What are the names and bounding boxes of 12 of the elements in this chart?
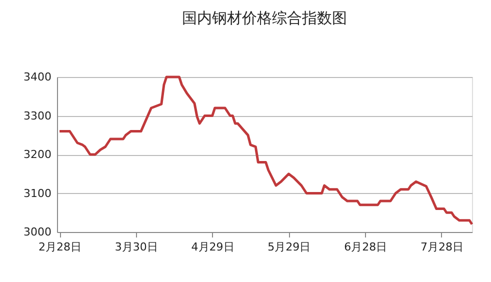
y-tick-label: 3300 (24, 109, 52, 122)
x-tick-label: 4月29日 (191, 240, 234, 254)
x-tick-label: 3月30日 (114, 240, 158, 254)
x-tick-label: 2月28日 (38, 240, 82, 254)
x-tick-label: 6月28日 (344, 240, 388, 254)
x-tick-label: 5月29日 (268, 240, 311, 254)
y-tick-label: 3400 (24, 70, 52, 84)
x-tick-label: 7月28日 (420, 240, 464, 254)
chart-title: 国内钢材价格综合指数图 (182, 9, 347, 27)
y-tick-label: 3100 (24, 186, 52, 200)
y-tick-label: 3000 (24, 226, 52, 238)
y-tick-label: 3200 (24, 148, 52, 161)
